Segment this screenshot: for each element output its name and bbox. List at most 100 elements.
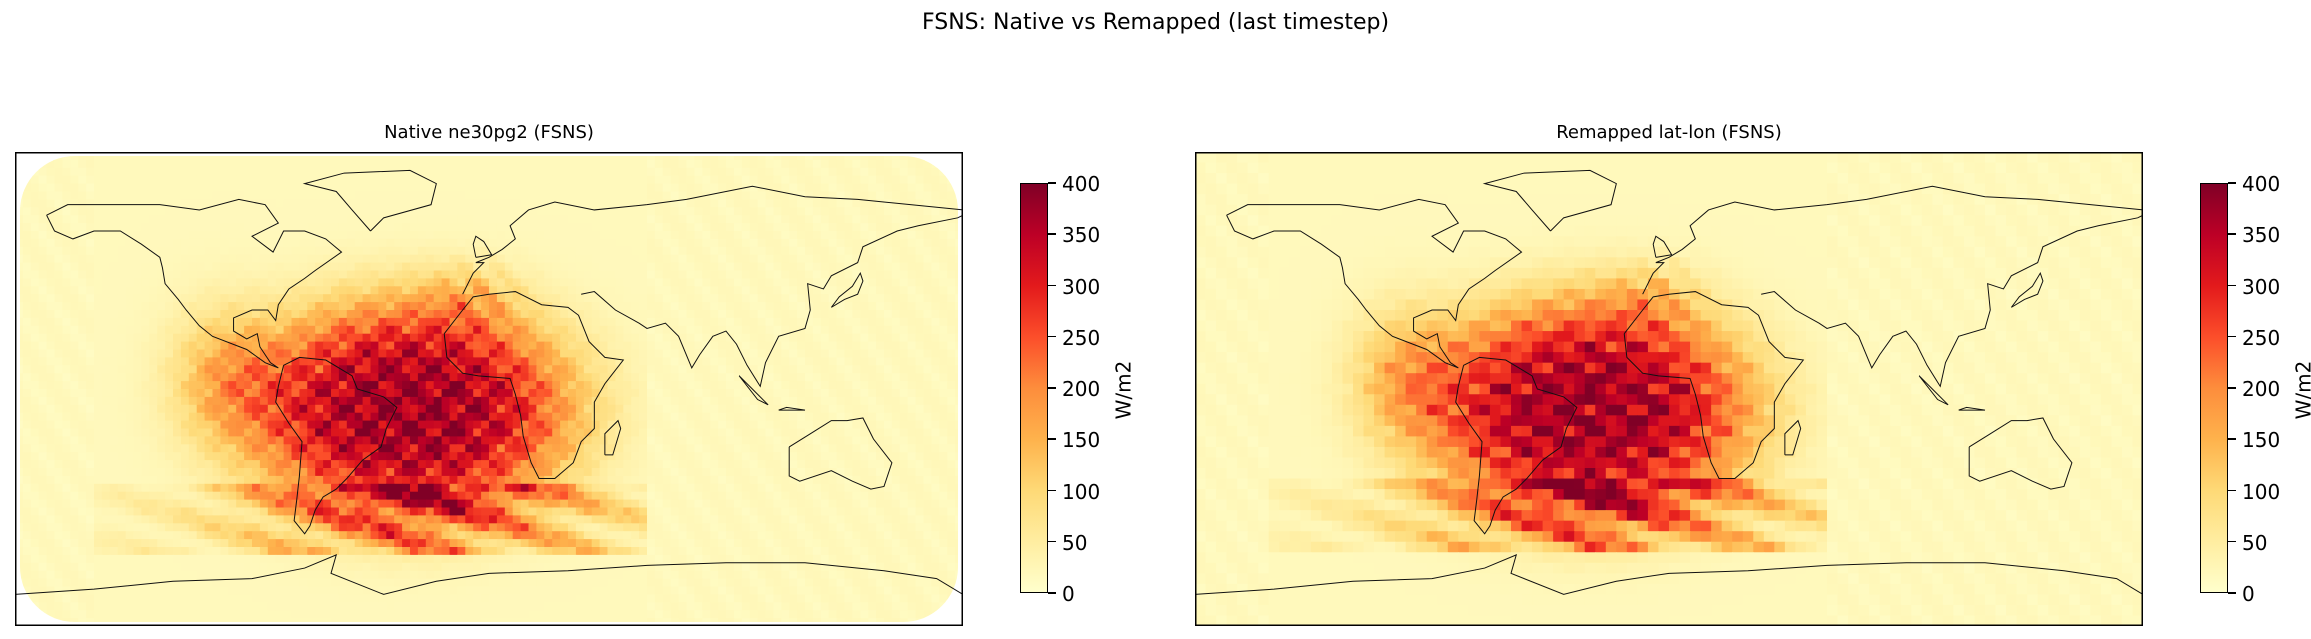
field-cell: [670, 389, 680, 398]
field-cell: [212, 475, 221, 485]
field-cell: [20, 389, 24, 398]
field-cell: [30, 191, 40, 200]
field-cell: [868, 325, 877, 335]
field-cell: [496, 468, 506, 477]
field-cell: [252, 333, 261, 343]
field-cell: [417, 156, 427, 161]
field-cell: [575, 349, 585, 358]
field-cell: [188, 460, 198, 469]
field-cell: [891, 428, 901, 437]
field-cell: [236, 262, 245, 272]
field-cell: [481, 396, 490, 406]
field-cell: [307, 452, 316, 461]
field-cell: [568, 223, 577, 232]
field-cell: [868, 278, 877, 287]
field-cell: [101, 412, 111, 422]
field-cell: [70, 215, 79, 224]
field-cell: [378, 420, 387, 430]
field-cell: [852, 396, 861, 406]
field-cell: [94, 278, 103, 287]
field-cell: [378, 159, 387, 169]
field-cell: [173, 389, 182, 398]
field-cell: [180, 389, 190, 398]
field-cell: [252, 215, 261, 224]
field-cell: [757, 444, 767, 453]
field-cell: [362, 389, 372, 398]
field-cell: [749, 436, 759, 445]
field-cell: [46, 175, 56, 185]
field-cell: [38, 420, 48, 430]
field-cell: [749, 246, 759, 256]
field-cell: [757, 278, 767, 287]
field-cell: [773, 357, 782, 366]
field-cell: [473, 396, 482, 406]
field-cell: [607, 223, 616, 232]
field-cell: [489, 262, 498, 272]
field-cell: [173, 175, 182, 185]
field-cell: [354, 231, 364, 240]
field-cell: [947, 175, 956, 185]
field-cell: [70, 183, 79, 193]
field-cell: [449, 444, 458, 453]
field-cell: [812, 286, 822, 295]
field-cell: [568, 199, 577, 208]
field-cell: [196, 294, 206, 303]
field-cell: [212, 396, 221, 406]
field-cell: [702, 156, 711, 161]
field-cell: [662, 215, 672, 224]
field-cell: [923, 270, 932, 279]
field-cell: [38, 231, 48, 240]
field-cell: [62, 475, 71, 485]
field-cell: [797, 452, 806, 461]
field-cell: [228, 238, 237, 248]
field-cell: [346, 231, 356, 240]
field-cell: [710, 183, 719, 193]
field-cell: [386, 475, 395, 485]
field-cell: [670, 444, 680, 453]
field-cell: [662, 310, 672, 319]
field-cell: [544, 286, 553, 295]
field-cell: [346, 278, 356, 287]
field-cell: [410, 475, 419, 485]
field-cell: [62, 389, 71, 398]
field-cell: [789, 246, 798, 256]
field-cell: [315, 357, 324, 366]
field-cell: [370, 199, 379, 208]
field-cell: [449, 223, 458, 232]
field-cell: [512, 381, 522, 390]
field-cell: [504, 460, 514, 469]
field-cell: [607, 156, 616, 161]
field-cell: [323, 238, 332, 248]
field-cell: [188, 262, 198, 272]
field-cell: [291, 365, 300, 374]
field-cell: [512, 460, 522, 469]
field-cell: [860, 207, 869, 216]
field-cell: [844, 468, 853, 477]
field-cell: [836, 436, 846, 445]
field-cell: [623, 156, 632, 161]
field-cell: [165, 199, 174, 208]
field-cell: [70, 270, 79, 279]
field-cell: [876, 207, 885, 216]
field-cell: [773, 262, 782, 272]
field-cell: [923, 223, 932, 232]
field-cell: [544, 215, 553, 224]
field-cell: [315, 468, 324, 477]
field-cell: [465, 270, 474, 279]
field-cell: [907, 167, 917, 177]
field-cell: [394, 246, 403, 256]
field-cell: [173, 310, 182, 319]
field-cell: [220, 420, 229, 430]
field-cell: [757, 428, 767, 437]
field-cell: [520, 199, 530, 208]
field-cell: [275, 389, 285, 398]
field-cell: [489, 325, 498, 335]
field-cell: [741, 420, 751, 430]
field-cell: [528, 159, 537, 169]
field-cell: [757, 231, 767, 240]
field-cell: [196, 468, 206, 477]
field-cell: [884, 389, 893, 398]
field-cell: [781, 175, 790, 185]
field-cell: [275, 207, 285, 216]
field-cell: [820, 270, 830, 279]
